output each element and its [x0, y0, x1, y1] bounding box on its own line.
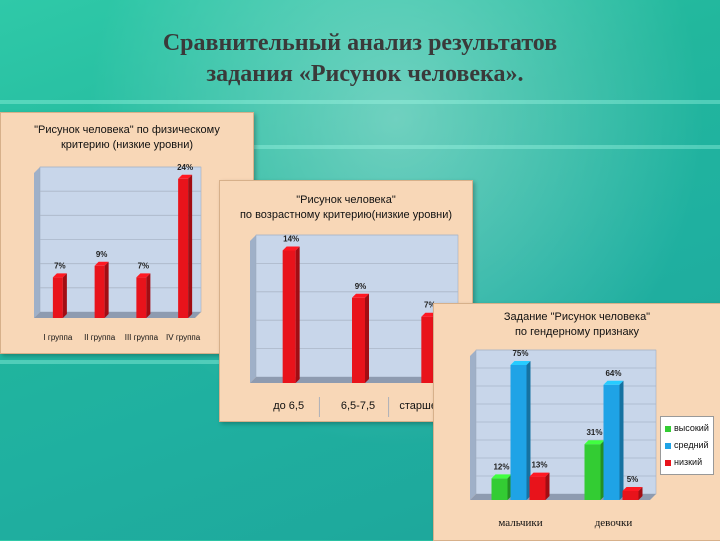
plot-floor	[34, 312, 201, 318]
bar	[136, 277, 147, 318]
bar-side	[295, 246, 300, 383]
bar-side	[62, 273, 67, 318]
x-tick-label: мальчики	[498, 517, 542, 529]
data-label: 12%	[493, 462, 509, 471]
bar-side	[365, 293, 369, 383]
bar-top	[491, 474, 512, 479]
bar	[529, 476, 546, 500]
bar	[584, 444, 601, 500]
bar-side	[638, 487, 643, 500]
chart-title: Задание "Рисунок человека" по гендерному…	[434, 310, 720, 340]
bar-top	[510, 361, 531, 365]
legend-label: средний	[674, 440, 709, 450]
bar-side	[526, 361, 531, 500]
bar	[491, 478, 508, 500]
bar-top	[603, 380, 624, 385]
bar-top	[352, 293, 369, 298]
data-label: 14%	[283, 234, 299, 243]
plot-wall-side	[34, 167, 40, 318]
legend-item: низкий	[665, 454, 709, 471]
data-label: 7%	[54, 261, 66, 270]
bar-top	[52, 273, 67, 278]
bar-top	[136, 273, 151, 278]
bar	[622, 491, 639, 500]
bar-top	[178, 174, 193, 179]
slide-title-line2: задания «Рисунок человека».	[206, 61, 524, 87]
chart-legend: высокий средний низкий	[660, 416, 714, 475]
decor-band	[0, 100, 720, 104]
chart-physical-plot: 7% I группа 9% II группа 7% III группа 24% IV г…	[34, 163, 202, 342]
bar-top	[622, 487, 643, 491]
chart-age: "Рисунок человека" по возрастному критер…	[219, 180, 473, 422]
plot-wall-side	[250, 235, 256, 383]
bar	[603, 384, 620, 500]
bar	[178, 178, 189, 318]
chart-age-plot: 14%до 6,59%6,5-7,57%старше 7,5	[250, 234, 459, 417]
bar-top	[529, 472, 550, 477]
bar	[352, 297, 365, 383]
bar-top	[94, 261, 109, 266]
chart-gender-plot: 12% 75% 13% мальчики 31% 64% 5% девочки	[470, 349, 657, 529]
legend-label: низкий	[674, 457, 703, 467]
bar-top	[584, 440, 605, 445]
chart-title-line1: Задание "Рисунок человека"	[503, 311, 651, 323]
x-tick-label: II группа	[84, 333, 116, 342]
bar-side	[188, 174, 193, 318]
chart-gender: Задание "Рисунок человека" по гендерному…	[433, 303, 720, 541]
data-label: 31%	[586, 428, 602, 437]
bar-top	[282, 246, 300, 251]
bar-side	[146, 273, 151, 318]
chart-title-line1: "Рисунок человека" по физическому	[34, 124, 220, 136]
data-label: 7%	[138, 261, 150, 270]
x-tick-label: 6,5-7,5	[341, 400, 375, 412]
bar	[510, 365, 527, 500]
data-label: 5%	[627, 475, 639, 484]
legend-swatch	[665, 459, 671, 466]
bar-side	[619, 380, 624, 500]
bar	[421, 316, 435, 383]
data-label: 75%	[512, 349, 528, 358]
data-label: 7%	[424, 301, 436, 310]
bar	[94, 265, 105, 318]
chart-physical: "Рисунок человека" по физическому критер…	[0, 112, 254, 354]
data-label: 13%	[531, 461, 547, 470]
bar-side	[545, 472, 550, 500]
legend-swatch	[665, 442, 671, 449]
chart-title-line2: критерию (низкие уровни)	[60, 139, 194, 151]
data-label: 9%	[96, 250, 108, 259]
x-tick-label: I группа	[43, 333, 72, 342]
chart-title: "Рисунок человека" по возрастному критер…	[220, 193, 472, 223]
legend-item: высокий	[665, 420, 709, 437]
slide-title-line1: Сравнительный анализ результатов	[162, 30, 558, 56]
x-tick-label: III группа	[125, 333, 159, 342]
slide-title: Сравнительный анализ результатов задания…	[0, 28, 720, 90]
bar	[282, 250, 296, 383]
chart-title-line1: "Рисунок человека"	[296, 194, 396, 206]
bar-side	[104, 261, 109, 318]
chart-title: "Рисунок человека" по физическому критер…	[1, 123, 253, 153]
data-label: 24%	[177, 163, 193, 172]
data-label: 9%	[355, 282, 367, 291]
plot-wall-side	[470, 350, 476, 500]
bar	[52, 277, 63, 318]
chart-title-line2: по гендерному признаку	[514, 326, 640, 338]
chart-title-line2: по возрастному критерию(низкие уровни)	[239, 209, 453, 221]
x-tick-label: IV группа	[166, 333, 201, 342]
legend-item: средний	[665, 437, 709, 454]
legend-label: высокий	[674, 423, 709, 433]
x-tick-label: девочки	[595, 517, 633, 529]
x-tick-label: до 6,5	[273, 400, 304, 412]
legend-swatch	[665, 425, 671, 432]
data-label: 64%	[605, 369, 621, 378]
decor-band	[0, 145, 720, 149]
